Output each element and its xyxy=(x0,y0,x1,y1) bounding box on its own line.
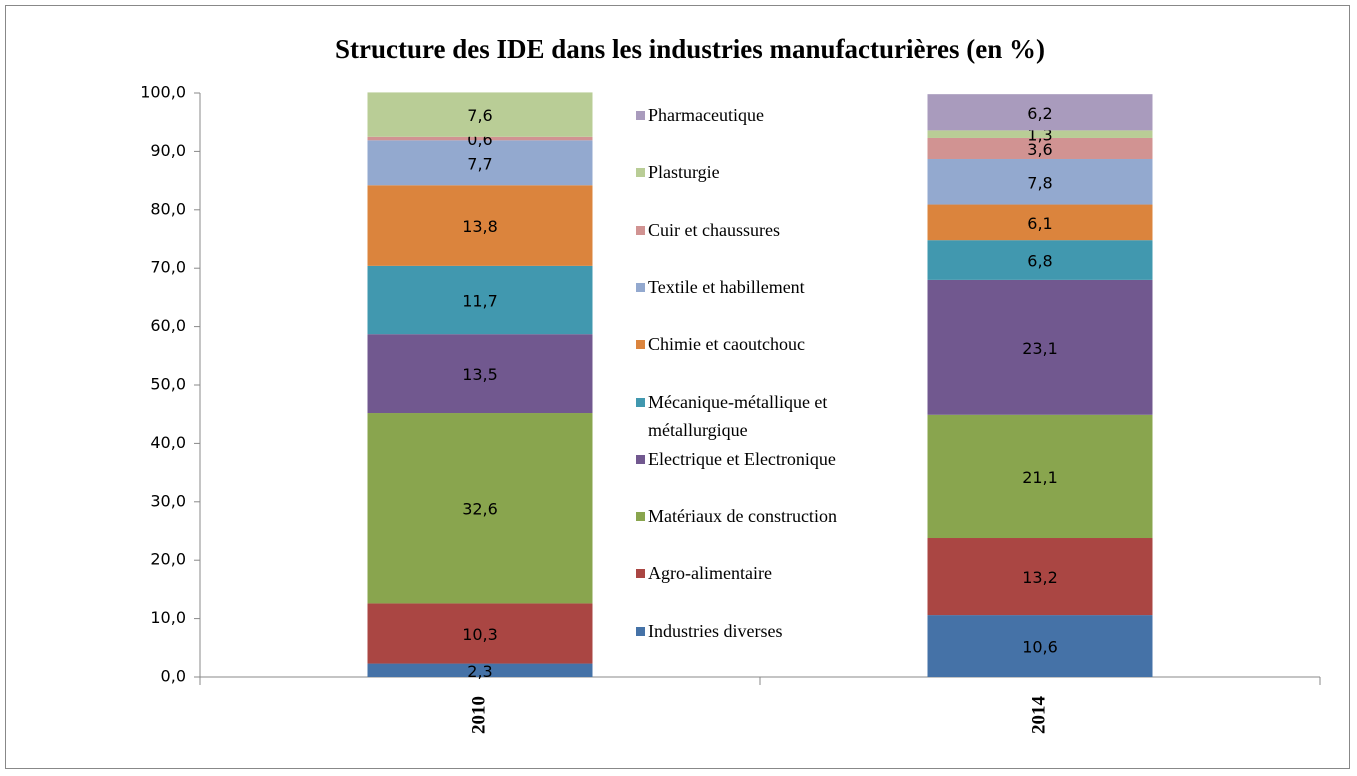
legend-label: Mécanique-métallique et métallurgique xyxy=(648,391,828,440)
legend-label: Electrique et Electronique xyxy=(648,448,836,469)
legend-label: Cuir et chaussures xyxy=(648,219,780,240)
x-tick-label: 2014 xyxy=(1028,696,1049,735)
bar-segment xyxy=(927,279,1153,415)
y-tick-label: 80,0 xyxy=(150,199,186,218)
bar-segment xyxy=(367,185,593,266)
data-label: 1,3 xyxy=(1027,126,1052,145)
legend-swatch xyxy=(636,512,645,522)
data-label: 10,6 xyxy=(1022,638,1058,657)
bar-segment xyxy=(927,137,1153,159)
legend-label: Chimie et caoutchouc xyxy=(648,334,805,355)
data-label: 23,1 xyxy=(1022,339,1058,358)
y-tick-label: 90,0 xyxy=(150,141,186,160)
bar-segment xyxy=(367,413,593,604)
legend-swatch xyxy=(636,168,645,178)
legend-swatch xyxy=(636,225,645,235)
y-tick-label: 70,0 xyxy=(150,258,186,277)
data-label: 32,6 xyxy=(462,500,498,519)
legend-swatch xyxy=(636,454,645,464)
data-label: 7,7 xyxy=(467,154,492,173)
data-label: 3,6 xyxy=(1027,140,1052,159)
bar-segment xyxy=(367,140,593,186)
bar-segment xyxy=(367,334,593,414)
x-tick-label: 2010 xyxy=(468,696,489,734)
legend-label: Pharmaceutique xyxy=(648,105,764,125)
legend-swatch xyxy=(636,397,645,407)
data-label: 21,1 xyxy=(1022,468,1058,487)
y-tick-label: 20,0 xyxy=(150,550,186,569)
bar-segment xyxy=(927,615,1153,677)
y-tick-label: 50,0 xyxy=(150,375,186,394)
legend-swatch xyxy=(636,569,645,579)
data-label: 13,8 xyxy=(462,217,498,236)
bar-segment xyxy=(927,414,1153,539)
data-label: 2,3 xyxy=(467,662,492,681)
bar-segment xyxy=(367,603,593,664)
y-tick-label: 30,0 xyxy=(150,491,186,510)
data-label: 11,7 xyxy=(462,292,498,311)
bar-segment xyxy=(367,92,593,137)
bar-segment xyxy=(367,265,593,335)
y-tick-label: 0,0 xyxy=(161,667,186,686)
bar-segment xyxy=(927,130,1153,138)
legend-swatch xyxy=(636,111,645,120)
y-tick-label: 40,0 xyxy=(150,433,186,452)
legend-swatch xyxy=(636,340,645,350)
bar-segment xyxy=(367,663,593,677)
y-tick-label: 100,0 xyxy=(140,83,186,102)
data-label: 7,6 xyxy=(467,106,492,125)
data-label: 10,3 xyxy=(462,625,498,644)
data-label: 13,2 xyxy=(1022,568,1058,587)
legend-swatch xyxy=(636,626,645,636)
bar-segment xyxy=(927,240,1153,280)
bar-segment xyxy=(927,94,1153,131)
legend-label: Textile et habillement xyxy=(648,276,805,297)
legend-label: Agro-alimentaire xyxy=(648,563,772,584)
data-label: 6,8 xyxy=(1027,252,1052,271)
data-label: 13,5 xyxy=(462,365,498,384)
bar-segment xyxy=(927,204,1153,241)
chart-title: Structure des IDE dans les industries ma… xyxy=(335,34,1045,64)
data-label: 6,2 xyxy=(1027,104,1052,123)
legend-label: Matériaux de construction xyxy=(648,506,837,527)
data-label: 6,1 xyxy=(1027,214,1052,233)
bar-segment xyxy=(927,158,1153,205)
legend-label: Industries diverses xyxy=(648,620,783,641)
bar-segment xyxy=(367,136,593,141)
legend-swatch xyxy=(636,282,645,292)
legend-label: Plasturgie xyxy=(648,162,720,183)
data-label: 7,8 xyxy=(1027,173,1052,192)
y-tick-label: 60,0 xyxy=(150,316,186,335)
bar-segment xyxy=(927,538,1153,616)
y-tick-label: 10,0 xyxy=(150,608,186,627)
